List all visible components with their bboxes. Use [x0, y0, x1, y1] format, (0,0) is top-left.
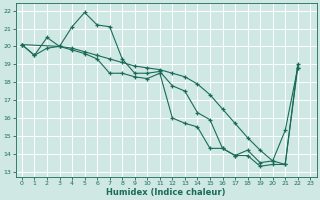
X-axis label: Humidex (Indice chaleur): Humidex (Indice chaleur)	[106, 188, 226, 197]
